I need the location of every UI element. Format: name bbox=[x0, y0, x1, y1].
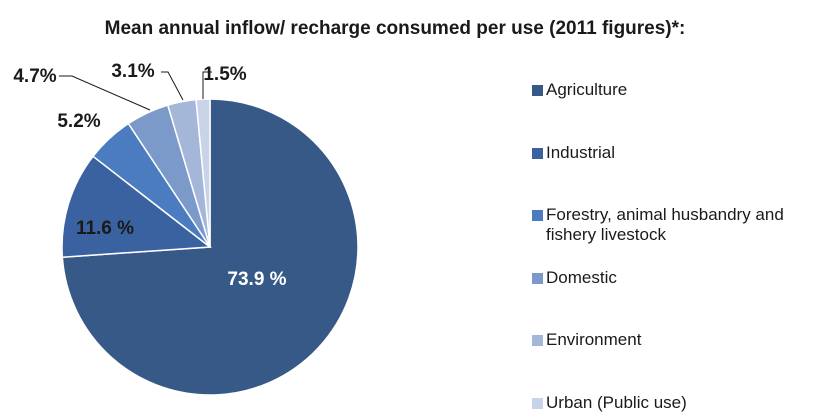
legend-label: Industrial bbox=[546, 143, 615, 162]
data-label-industrial: 11.6 % bbox=[76, 218, 134, 239]
legend-item-urban-public-use: Urban (Public use) bbox=[532, 393, 687, 413]
legend-item-domestic: Domestic bbox=[532, 268, 617, 288]
leader-line-domestic bbox=[59, 75, 151, 111]
legend-item-forestry-animal-husbandry-and-fishery-livestock: Forestry, animal husbandry and fishery l… bbox=[532, 205, 827, 245]
legend-swatch bbox=[532, 210, 543, 221]
data-label-forestry-animal-husbandry-and-fishery-livestock: 5.2% bbox=[57, 111, 100, 132]
data-label-urban-public-use: 1.5% bbox=[203, 64, 246, 85]
legend-label: Urban (Public use) bbox=[546, 393, 687, 412]
chart-title: Mean annual inflow/ recharge consumed pe… bbox=[104, 18, 686, 39]
pie-slice-industrial bbox=[61, 155, 213, 259]
legend-swatch bbox=[532, 335, 543, 346]
data-label-agriculture: 73.9 % bbox=[227, 269, 286, 290]
legend-item-agriculture: Agriculture bbox=[532, 80, 627, 100]
legend-swatch bbox=[532, 273, 543, 284]
legend-item-industrial: Industrial bbox=[532, 143, 615, 163]
data-label-environment: 3.1% bbox=[111, 61, 154, 82]
legend-label: Environment bbox=[546, 330, 642, 349]
legend-swatch bbox=[532, 148, 543, 159]
legend-label: Forestry, animal husbandry and fishery l… bbox=[546, 205, 784, 244]
leader-line-environment bbox=[161, 71, 184, 101]
legend-swatch bbox=[532, 85, 543, 96]
pie-slice-urban-public-use bbox=[195, 98, 211, 248]
legend-swatch bbox=[532, 398, 543, 409]
leader-line-urban-public-use bbox=[202, 71, 212, 99]
legend-label: Domestic bbox=[546, 268, 617, 287]
legend-label: Agriculture bbox=[546, 80, 628, 99]
data-label-domestic: 4.7% bbox=[13, 66, 56, 87]
legend-item-environment: Environment bbox=[532, 330, 641, 350]
